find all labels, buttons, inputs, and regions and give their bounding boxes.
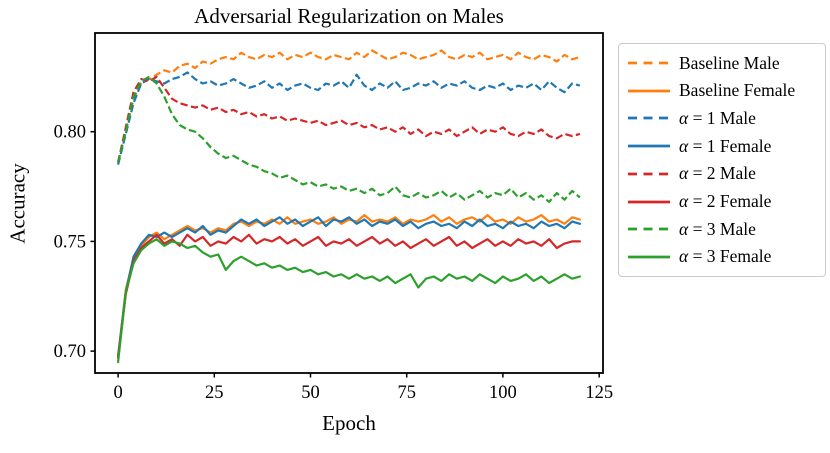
series-line-1 (116, 214, 582, 359)
legend-row: α = 2 Female (628, 189, 825, 215)
x-axis-label: Epoch (322, 411, 376, 435)
legend-label: α = 2 Male (679, 163, 756, 184)
legend-line-sample (628, 227, 670, 231)
x-tick-label: 75 (397, 383, 416, 403)
legend-label: α = 1 Male (679, 107, 756, 128)
legend-line-sample (628, 200, 670, 203)
legend-row: α = 3 Female (628, 244, 825, 270)
legend-line-sample (628, 255, 670, 259)
legend-line-sample (628, 89, 670, 93)
legend-label: α = 3 Female (679, 246, 772, 267)
series-line-7 (116, 238, 582, 364)
legend-row: α = 1 Female (628, 133, 825, 159)
series-line-0 (117, 49, 581, 163)
series-line-3 (116, 216, 582, 357)
y-tick-label: 0.70 (54, 342, 86, 362)
legend-row: α = 2 Male (628, 161, 825, 187)
x-tick-label: 25 (205, 383, 224, 403)
legend-line-sample (628, 144, 670, 148)
legend-label: α = 1 Female (679, 135, 772, 156)
legend-row: α = 3 Male (628, 216, 825, 242)
legend-row: Baseline Male (628, 50, 825, 76)
series-line-5 (116, 233, 582, 359)
legend-label: α = 3 Male (679, 218, 756, 239)
legend-label: Baseline Female (679, 80, 796, 101)
legend-line-sample (628, 117, 670, 120)
legend-label: α = 2 Female (679, 191, 772, 212)
x-tick-label: 125 (585, 383, 613, 403)
series-line-6 (117, 75, 581, 203)
series-line-4 (117, 75, 581, 163)
legend-row: α = 1 Male (628, 105, 825, 131)
x-tick-label: 50 (301, 383, 320, 403)
chart-title: Adversarial Regularization on Males (194, 4, 504, 28)
y-tick-label: 0.75 (54, 232, 86, 252)
legend-label: Baseline Male (679, 52, 780, 73)
plot-border (94, 32, 604, 374)
legend-line-sample (628, 61, 670, 65)
legend: Baseline Male Baseline Female α = 1 Male α … (618, 43, 826, 277)
x-tick-label: 100 (489, 383, 517, 403)
series-line-2 (117, 71, 581, 165)
legend-row: Baseline Female (628, 78, 825, 104)
y-tick-label: 0.80 (54, 123, 86, 143)
legend-line-sample (628, 172, 670, 176)
x-tick-label: 0 (113, 383, 122, 403)
